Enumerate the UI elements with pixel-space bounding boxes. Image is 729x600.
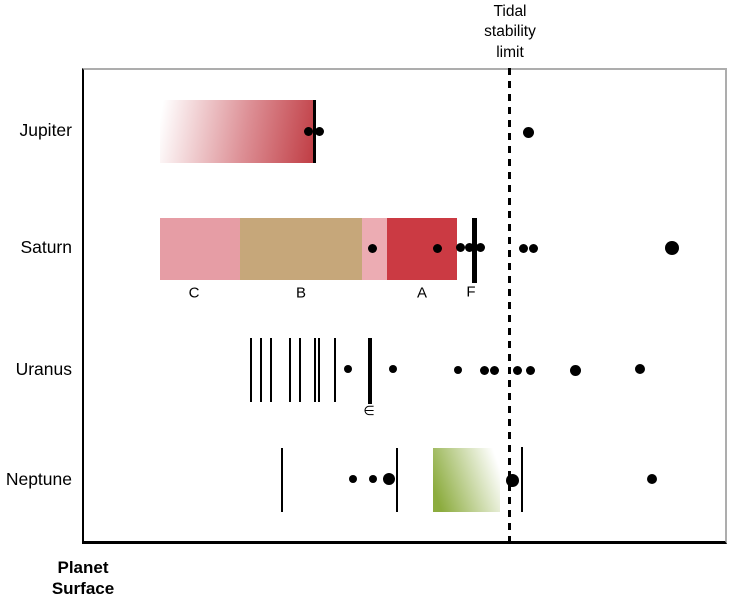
- uranus-ring-line-4: [289, 338, 291, 402]
- planet-label-neptune: Neptune: [5, 469, 72, 490]
- moon-dot-saturn: [475, 242, 485, 252]
- moon-dot-saturn: [464, 242, 474, 252]
- planet-surface-axis-label: Planet Surface: [51, 558, 115, 599]
- ring-label-b: B: [295, 284, 307, 302]
- uranus-ring-line-1: [250, 338, 252, 402]
- moon-dot-saturn: [528, 243, 538, 253]
- plot-frame: [82, 68, 727, 544]
- moon-dot-saturn: [455, 242, 465, 252]
- moon-dot-uranus: [569, 364, 581, 376]
- moon-dot-uranus: [525, 365, 535, 375]
- planet-label-uranus: Uranus: [15, 359, 72, 380]
- saturn-c-ring-bar: [160, 218, 240, 280]
- moon-dot-neptune: [349, 475, 357, 483]
- ring-label-f: F: [466, 283, 476, 301]
- saturn-a-ring-bar: [387, 218, 457, 280]
- uranus-ring-line-3: [270, 338, 272, 402]
- moon-dot-jupiter: [314, 126, 324, 136]
- moon-dot-saturn: [518, 243, 528, 253]
- moon-dot-uranus: [489, 365, 499, 375]
- saturn-b-ring-bar: [240, 218, 362, 280]
- ring-label-c: C: [188, 284, 200, 302]
- jupiter-ring-edge-line: [312, 100, 316, 163]
- neptune-ring-line-3: [520, 447, 524, 512]
- neptune-ring-line-2: [395, 448, 399, 512]
- tidal-stability-limit-line: [508, 68, 511, 544]
- moon-dot-neptune: [505, 473, 519, 487]
- moon-dot-uranus: [479, 365, 489, 375]
- saturn-f-ring-line: [471, 218, 477, 283]
- moon-dot-uranus: [389, 365, 397, 373]
- moon-dot-saturn: [367, 243, 377, 253]
- ring-label-a: A: [416, 284, 428, 302]
- moon-dot-neptune: [369, 475, 377, 483]
- uranus-ring-line-6: [314, 338, 316, 402]
- uranus-ring-line-2: [260, 338, 262, 402]
- moon-dot-neptune: [647, 474, 657, 484]
- uranus-epsilon-ring-line: [368, 338, 372, 404]
- uranus-ring-line-8: [334, 338, 336, 402]
- planet-label-saturn: Saturn: [20, 237, 72, 258]
- moon-dot-uranus: [512, 365, 522, 375]
- tidal-stability-limit-label: Tidal stability limit: [484, 3, 536, 61]
- moon-dot-jupiter: [303, 126, 313, 136]
- uranus-ring-line-5: [299, 338, 301, 402]
- neptune-ring-line-1: [280, 448, 284, 512]
- moon-dot-uranus: [635, 364, 645, 374]
- ring-label-∈: ∈: [363, 403, 375, 418]
- moon-dot-uranus: [454, 366, 462, 374]
- jupiter-ring-bar: [160, 100, 314, 163]
- neptune-ring-arc-bar: [433, 448, 500, 512]
- moon-dot-uranus: [344, 365, 352, 373]
- planet-label-jupiter: Jupiter: [19, 120, 72, 141]
- moon-dot-neptune: [383, 473, 395, 485]
- moon-dot-saturn: [432, 243, 442, 253]
- moon-dot-jupiter: [522, 126, 534, 138]
- moon-dot-saturn: [665, 241, 679, 255]
- uranus-ring-line-7: [318, 338, 320, 402]
